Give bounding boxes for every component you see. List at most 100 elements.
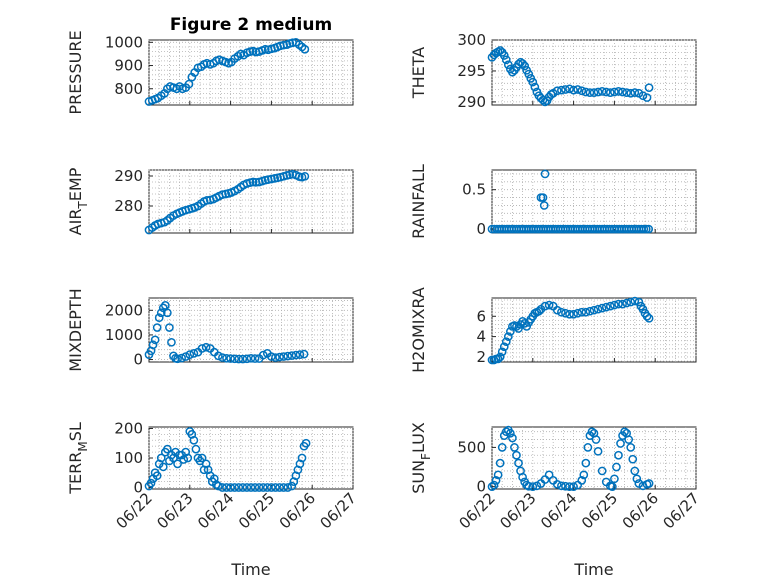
data-point	[493, 470, 503, 480]
y-tick-label: 2	[476, 348, 486, 366]
data-point	[614, 450, 623, 460]
data-point	[242, 483, 252, 492]
data-point	[642, 311, 652, 321]
data-point	[565, 84, 574, 94]
y-axis-label-main: RAINFALL	[409, 164, 428, 239]
x-tick-label: 06/23	[496, 489, 539, 532]
data-point	[493, 354, 503, 364]
data-point	[184, 79, 194, 89]
data-point	[573, 308, 583, 318]
data-point	[291, 350, 301, 360]
data-point	[565, 309, 574, 319]
data-point	[189, 435, 199, 445]
data-point	[557, 307, 566, 317]
data-point	[544, 300, 554, 310]
data-point	[528, 482, 538, 491]
data-point	[214, 351, 223, 361]
data-point	[279, 483, 288, 492]
data-point	[158, 462, 168, 472]
data-points	[144, 169, 310, 235]
data-point	[246, 353, 256, 363]
y-tick-label: 900	[114, 57, 143, 75]
y-axis-label-main: TERR	[66, 452, 85, 495]
panel-theta: 290 295 300 THETA	[409, 31, 697, 111]
y-axis-label-main: AIR	[66, 209, 85, 236]
data-point	[577, 476, 587, 485]
data-point	[552, 305, 562, 315]
data-point	[639, 224, 649, 234]
data-point	[491, 476, 501, 485]
y-tick-label: 4	[476, 328, 486, 346]
data-point	[626, 88, 636, 98]
plot-area	[491, 169, 697, 234]
y-axis-label-main: H2OMIXRA	[409, 287, 428, 373]
x-axis-label-left: Time	[230, 560, 270, 579]
y-axis-label: PRESSURE	[66, 30, 85, 114]
data-point	[495, 458, 505, 468]
data-point	[557, 85, 566, 95]
y-tick-label: 100	[114, 449, 143, 467]
data-point	[173, 459, 182, 469]
data-point	[514, 324, 523, 333]
data-point	[514, 458, 523, 468]
data-point	[150, 335, 160, 345]
data-point	[628, 454, 638, 464]
data-point	[552, 86, 562, 96]
data-points	[144, 427, 311, 492]
panel-h2omixra: 2 4 6 H2OMIXRA	[409, 287, 697, 373]
data-point	[620, 427, 629, 437]
data-point	[258, 350, 268, 360]
data-point	[248, 177, 258, 187]
data-point	[226, 483, 235, 492]
data-point	[557, 481, 566, 491]
data-point	[152, 323, 162, 332]
data-point	[634, 297, 644, 307]
data-point	[644, 479, 654, 488]
panel-rainfall: 0 0.5 RAINFALL	[409, 164, 697, 239]
data-point	[561, 481, 570, 491]
data-point	[524, 481, 534, 491]
data-point	[148, 340, 158, 350]
data-point	[254, 483, 264, 492]
data-point	[589, 88, 599, 97]
x-tick-label: 06/27	[317, 489, 360, 532]
data-point	[287, 351, 297, 360]
data-point	[197, 344, 207, 353]
y-axis-label-sub: M	[76, 441, 90, 451]
data-point	[591, 435, 601, 444]
panel-air: 280 290 AIRTEMP	[66, 167, 354, 236]
data-point	[226, 354, 235, 363]
data-point	[601, 302, 611, 312]
data-point	[501, 55, 511, 65]
data-point	[534, 306, 544, 316]
data-point	[189, 349, 199, 358]
data-point	[267, 483, 276, 492]
data-point	[258, 483, 268, 492]
y-axis-label-tail: LUX	[409, 422, 428, 453]
y-tick-label: 290	[114, 167, 143, 185]
figure-title: Figure 2 medium	[170, 15, 332, 35]
data-point	[183, 453, 193, 463]
data-point	[552, 479, 562, 489]
data-point	[544, 470, 554, 480]
data-point	[605, 301, 615, 311]
data-point	[561, 308, 570, 318]
data-point	[630, 296, 640, 306]
data-point	[638, 304, 648, 314]
data-point	[614, 299, 623, 309]
y-axis-label-main: MIXDEPTH	[66, 288, 85, 371]
data-point	[518, 472, 527, 482]
data-point	[510, 443, 519, 452]
data-point	[644, 224, 654, 234]
data-point	[528, 77, 538, 87]
y-tick-label: 800	[114, 80, 143, 98]
data-point	[506, 327, 515, 336]
data-point	[597, 303, 607, 313]
x-tick-label: 06/23	[153, 489, 196, 532]
data-point	[593, 304, 603, 314]
data-point	[585, 88, 595, 97]
data-point	[601, 87, 611, 97]
data-point	[622, 298, 631, 308]
data-point	[618, 299, 627, 309]
panel-terr: 010020006/2206/2306/2406/2506/2606/27TER…	[66, 419, 360, 532]
